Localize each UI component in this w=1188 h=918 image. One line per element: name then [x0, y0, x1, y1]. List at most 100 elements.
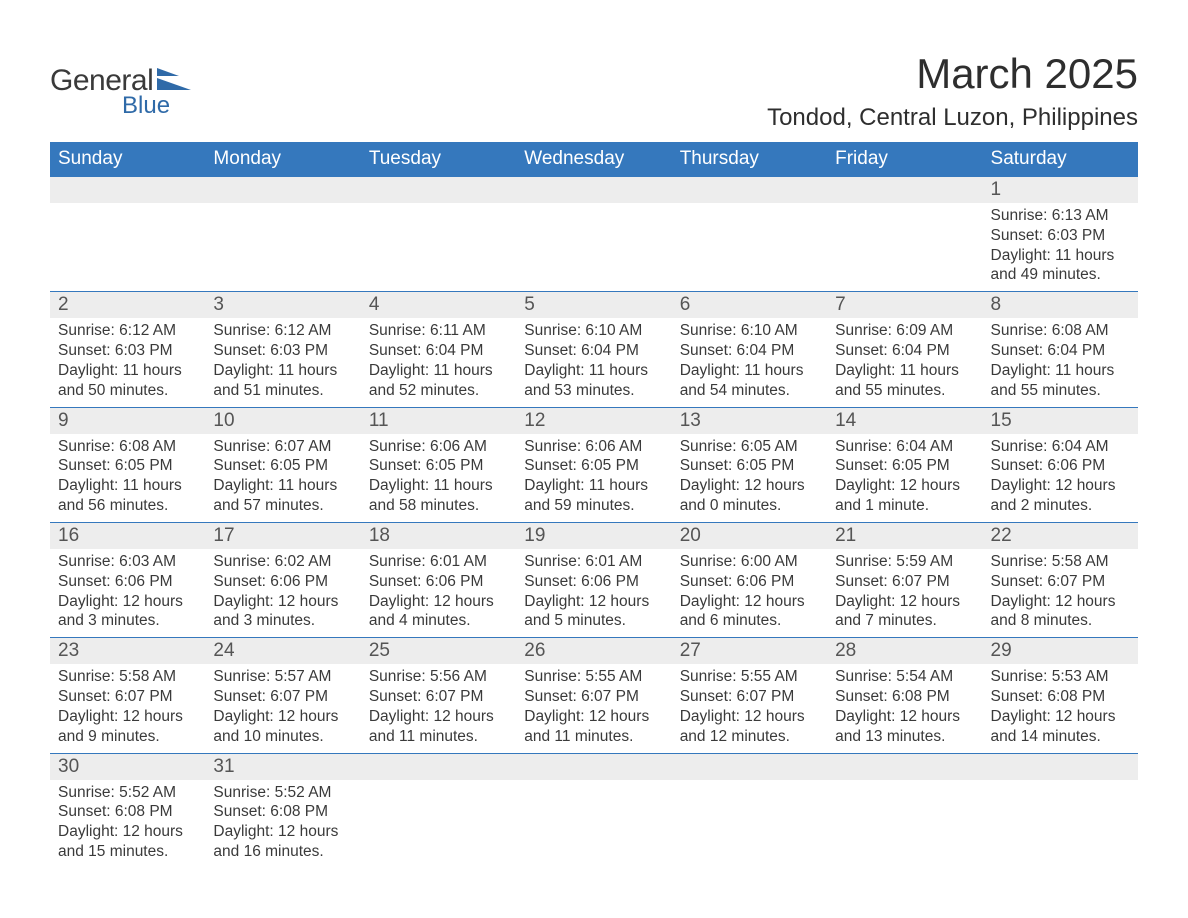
day-d1: Daylight: 11 hours: [524, 361, 663, 381]
day-d2: and 13 minutes.: [835, 727, 974, 747]
day-header: Tuesday: [361, 142, 516, 177]
week-detail-row: Sunrise: 6:03 AMSunset: 6:06 PMDaylight:…: [50, 549, 1138, 638]
day-cell-number: 14: [827, 407, 982, 434]
day-sr: Sunrise: 6:09 AM: [835, 321, 974, 341]
day-d1: Daylight: 12 hours: [524, 592, 663, 612]
day-d2: and 49 minutes.: [991, 265, 1130, 285]
day-d1: Daylight: 12 hours: [991, 476, 1130, 496]
day-cell-number: 1: [983, 177, 1138, 204]
day-d1: Daylight: 12 hours: [835, 707, 974, 727]
week-daynum-row: 23242526272829: [50, 638, 1138, 665]
day-d1: Daylight: 11 hours: [213, 361, 352, 381]
day-d1: Daylight: 11 hours: [991, 246, 1130, 266]
day-d2: and 8 minutes.: [991, 611, 1130, 631]
day-cell-detail: [672, 780, 827, 868]
day-cell-number: 27: [672, 638, 827, 665]
day-d1: Daylight: 11 hours: [213, 476, 352, 496]
day-cell-detail: Sunrise: 5:52 AMSunset: 6:08 PMDaylight:…: [50, 780, 205, 868]
week-detail-row: Sunrise: 5:58 AM Sunset: 6:07 PM Daylight:…: [50, 664, 1138, 753]
day-cell-number: 17: [205, 522, 360, 549]
day-sr: Sunrise: 5:55 AM: [680, 667, 819, 687]
day-number: 5: [516, 292, 671, 318]
day-cell-detail: Sunrise: 6:00 AMSunset: 6:06 PMDaylight:…: [672, 549, 827, 638]
day-number: 7: [827, 292, 982, 318]
day-number: 29: [983, 638, 1138, 664]
day-sr: Sunrise: 6:10 AM: [524, 321, 663, 341]
day-cell-number: [516, 177, 671, 204]
day-ss: Sunset: 6:07 PM: [680, 687, 819, 707]
day-sr: Sunrise: 6:08 AM: [991, 321, 1130, 341]
day-ss: Sunset: 6:04 PM: [835, 341, 974, 361]
day-d2: and 50 minutes.: [58, 381, 197, 401]
day-ss: Sunset: 6:07 PM: [213, 687, 352, 707]
day-cell-detail: [516, 780, 671, 868]
day-sr: Sunrise: 5:58 AM: [58, 667, 197, 687]
week-detail-row: Sunrise: 6:08 AM Sunset: 6:05 PM Daylight:…: [50, 434, 1138, 523]
day-cell-number: 22: [983, 522, 1138, 549]
day-cell-detail: Sunrise: 5:59 AMSunset: 6:07 PMDaylight:…: [827, 549, 982, 638]
day-sr: Sunrise: 6:06 AM: [524, 437, 663, 457]
day-header: Thursday: [672, 142, 827, 177]
day-cell-number: 4: [361, 292, 516, 319]
day-sr: Sunrise: 6:05 AM: [680, 437, 819, 457]
day-d1: Daylight: 11 hours: [369, 361, 508, 381]
day-cell-detail: Sunrise: 6:13 AMSunset: 6:03 PMDaylight:…: [983, 203, 1138, 292]
day-header: Friday: [827, 142, 982, 177]
day-cell-number: [827, 177, 982, 204]
day-cell-number: 20: [672, 522, 827, 549]
calendar-table: Sunday Monday Tuesday Wednesday Thursday…: [50, 142, 1138, 868]
day-d2: and 6 minutes.: [680, 611, 819, 631]
day-d1: Daylight: 12 hours: [835, 592, 974, 612]
month-title: March 2025: [767, 50, 1138, 98]
day-ss: Sunset: 6:08 PM: [213, 802, 352, 822]
day-cell-detail: [827, 203, 982, 292]
day-header: Monday: [205, 142, 360, 177]
day-d2: and 11 minutes.: [524, 727, 663, 747]
day-cell-detail: Sunrise: 6:06 AMSunset: 6:05 PMDaylight:…: [361, 434, 516, 523]
day-cell-detail: Sunrise: 6:03 AMSunset: 6:06 PMDaylight:…: [50, 549, 205, 638]
day-cell-detail: Sunrise: 6:01 AMSunset: 6:06 PMDaylight:…: [361, 549, 516, 638]
day-sr: Sunrise: 6:02 AM: [213, 552, 352, 572]
day-number: 19: [516, 523, 671, 549]
day-ss: Sunset: 6:05 PM: [835, 456, 974, 476]
day-d2: and 55 minutes.: [991, 381, 1130, 401]
day-ss: Sunset: 6:05 PM: [524, 456, 663, 476]
day-d2: and 53 minutes.: [524, 381, 663, 401]
day-number: 16: [50, 523, 205, 549]
day-cell-number: 25: [361, 638, 516, 665]
day-cell-number: 31: [205, 753, 360, 780]
day-number: 25: [361, 638, 516, 664]
header: General Blue March 2025 Tondod, Central …: [50, 50, 1138, 132]
day-d2: and 55 minutes.: [835, 381, 974, 401]
day-cell-number: 16: [50, 522, 205, 549]
day-number: 21: [827, 523, 982, 549]
day-d2: and 58 minutes.: [369, 496, 508, 516]
day-sr: Sunrise: 6:13 AM: [991, 206, 1130, 226]
day-ss: Sunset: 6:03 PM: [58, 341, 197, 361]
day-ss: Sunset: 6:04 PM: [369, 341, 508, 361]
day-number: 10: [205, 408, 360, 434]
day-cell-number: [361, 753, 516, 780]
day-d2: and 15 minutes.: [58, 842, 197, 862]
day-cell-detail: Sunrise: 6:10 AMSunset: 6:04 PMDaylight:…: [672, 318, 827, 407]
day-sr: Sunrise: 6:07 AM: [213, 437, 352, 457]
day-cell-number: 26: [516, 638, 671, 665]
day-cell-number: 13: [672, 407, 827, 434]
day-cell-number: 23: [50, 638, 205, 665]
day-cell-number: 21: [827, 522, 982, 549]
day-ss: Sunset: 6:04 PM: [680, 341, 819, 361]
day-cell-detail: Sunrise: 6:02 AMSunset: 6:06 PMDaylight:…: [205, 549, 360, 638]
day-d1: Daylight: 12 hours: [680, 592, 819, 612]
day-cell-detail: Sunrise: 5:53 AMSunset: 6:08 PMDaylight:…: [983, 664, 1138, 753]
day-d1: Daylight: 11 hours: [835, 361, 974, 381]
day-cell-detail: Sunrise: 5:56 AMSunset: 6:07 PMDaylight:…: [361, 664, 516, 753]
day-d1: Daylight: 11 hours: [991, 361, 1130, 381]
day-ss: Sunset: 6:06 PM: [524, 572, 663, 592]
week-detail-row: Sunrise: 5:52 AMSunset: 6:08 PMDaylight:…: [50, 780, 1138, 868]
day-sr: Sunrise: 5:58 AM: [991, 552, 1130, 572]
day-ss: Sunset: 6:07 PM: [524, 687, 663, 707]
day-cell-number: [516, 753, 671, 780]
day-number: 8: [983, 292, 1138, 318]
day-cell-number: 3: [205, 292, 360, 319]
day-sr: Sunrise: 6:08 AM: [58, 437, 197, 457]
